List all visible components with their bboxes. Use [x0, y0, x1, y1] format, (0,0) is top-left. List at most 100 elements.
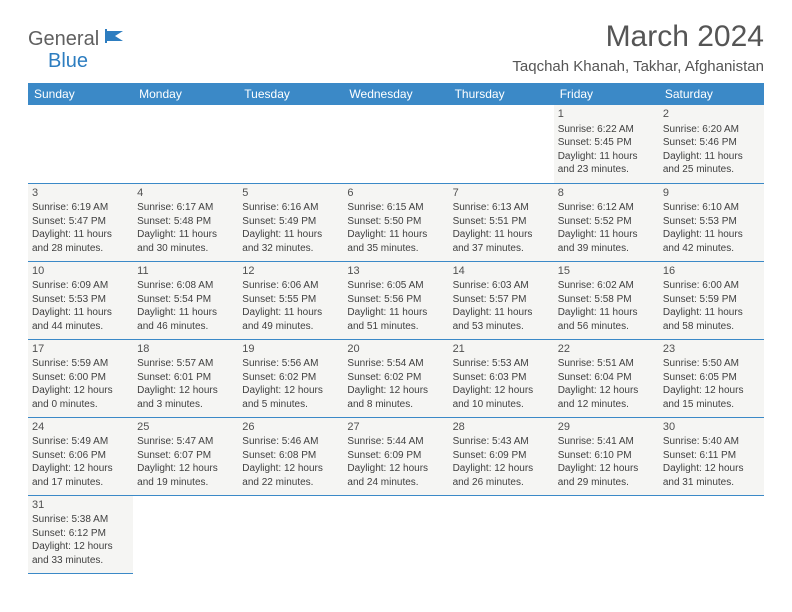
daylight-text: and 39 minutes. — [558, 242, 655, 256]
daylight-text: Daylight: 11 hours — [453, 306, 550, 320]
calendar-cell: 11Sunrise: 6:08 AMSunset: 5:54 PMDayligh… — [133, 261, 238, 339]
sunset-text: Sunset: 5:56 PM — [347, 293, 444, 307]
daylight-text: Daylight: 11 hours — [137, 306, 234, 320]
daylight-text: and 10 minutes. — [453, 398, 550, 412]
calendar-row: 1Sunrise: 6:22 AMSunset: 5:45 PMDaylight… — [28, 105, 764, 183]
location-text: Taqchah Khanah, Takhar, Afghanistan — [512, 58, 764, 75]
calendar-cell: 2Sunrise: 6:20 AMSunset: 5:46 PMDaylight… — [659, 105, 764, 183]
day-number: 20 — [347, 342, 444, 357]
calendar-row: 17Sunrise: 5:59 AMSunset: 6:00 PMDayligh… — [28, 339, 764, 417]
day-number: 24 — [32, 420, 129, 435]
sunrise-text: Sunrise: 5:59 AM — [32, 357, 129, 371]
day-number: 9 — [663, 186, 760, 201]
sunset-text: Sunset: 5:55 PM — [242, 293, 339, 307]
day-number: 25 — [137, 420, 234, 435]
sunrise-text: Sunrise: 5:53 AM — [453, 357, 550, 371]
sunrise-text: Sunrise: 6:06 AM — [242, 279, 339, 293]
daylight-text: Daylight: 12 hours — [663, 384, 760, 398]
daylight-text: and 35 minutes. — [347, 242, 444, 256]
sunset-text: Sunset: 6:06 PM — [32, 449, 129, 463]
calendar-row: 3Sunrise: 6:19 AMSunset: 5:47 PMDaylight… — [28, 183, 764, 261]
sunrise-text: Sunrise: 6:13 AM — [453, 201, 550, 215]
weekday-header: Saturday — [659, 83, 764, 105]
sunrise-text: Sunrise: 6:22 AM — [558, 123, 655, 137]
weekday-header-row: Sunday Monday Tuesday Wednesday Thursday… — [28, 83, 764, 105]
daylight-text: and 3 minutes. — [137, 398, 234, 412]
daylight-text: Daylight: 11 hours — [558, 306, 655, 320]
sunset-text: Sunset: 5:49 PM — [242, 215, 339, 229]
calendar-cell: 14Sunrise: 6:03 AMSunset: 5:57 PMDayligh… — [449, 261, 554, 339]
daylight-text: and 49 minutes. — [242, 320, 339, 334]
calendar-cell: 6Sunrise: 6:15 AMSunset: 5:50 PMDaylight… — [343, 183, 448, 261]
day-number: 23 — [663, 342, 760, 357]
sunrise-text: Sunrise: 6:12 AM — [558, 201, 655, 215]
sunrise-text: Sunrise: 6:05 AM — [347, 279, 444, 293]
day-number: 6 — [347, 186, 444, 201]
sunrise-text: Sunrise: 5:50 AM — [663, 357, 760, 371]
calendar-cell: 1Sunrise: 6:22 AMSunset: 5:45 PMDaylight… — [554, 105, 659, 183]
calendar-cell: 22Sunrise: 5:51 AMSunset: 6:04 PMDayligh… — [554, 339, 659, 417]
sunset-text: Sunset: 6:04 PM — [558, 371, 655, 385]
calendar-cell: 19Sunrise: 5:56 AMSunset: 6:02 PMDayligh… — [238, 339, 343, 417]
calendar-cell — [133, 105, 238, 183]
calendar-cell: 20Sunrise: 5:54 AMSunset: 6:02 PMDayligh… — [343, 339, 448, 417]
weekday-header: Friday — [554, 83, 659, 105]
sunrise-text: Sunrise: 5:57 AM — [137, 357, 234, 371]
daylight-text: Daylight: 11 hours — [453, 228, 550, 242]
day-number: 8 — [558, 186, 655, 201]
sunrise-text: Sunrise: 6:16 AM — [242, 201, 339, 215]
day-number: 13 — [347, 264, 444, 279]
calendar-cell: 28Sunrise: 5:43 AMSunset: 6:09 PMDayligh… — [449, 417, 554, 495]
sunrise-text: Sunrise: 6:00 AM — [663, 279, 760, 293]
weekday-header: Sunday — [28, 83, 133, 105]
sunset-text: Sunset: 5:59 PM — [663, 293, 760, 307]
sunset-text: Sunset: 6:00 PM — [32, 371, 129, 385]
sunset-text: Sunset: 5:46 PM — [663, 136, 760, 150]
calendar-cell: 31Sunrise: 5:38 AMSunset: 6:12 PMDayligh… — [28, 495, 133, 573]
calendar-cell: 26Sunrise: 5:46 AMSunset: 6:08 PMDayligh… — [238, 417, 343, 495]
calendar-cell — [449, 105, 554, 183]
sunset-text: Sunset: 5:54 PM — [137, 293, 234, 307]
daylight-text: Daylight: 12 hours — [32, 384, 129, 398]
sunrise-text: Sunrise: 5:54 AM — [347, 357, 444, 371]
daylight-text: Daylight: 11 hours — [347, 228, 444, 242]
daylight-text: Daylight: 12 hours — [347, 462, 444, 476]
calendar-cell — [238, 105, 343, 183]
sunrise-text: Sunrise: 6:02 AM — [558, 279, 655, 293]
sunrise-text: Sunrise: 5:38 AM — [32, 513, 129, 527]
day-number: 18 — [137, 342, 234, 357]
sunset-text: Sunset: 5:50 PM — [347, 215, 444, 229]
day-number: 15 — [558, 264, 655, 279]
sunset-text: Sunset: 5:47 PM — [32, 215, 129, 229]
sunset-text: Sunset: 5:57 PM — [453, 293, 550, 307]
calendar-cell — [554, 495, 659, 573]
daylight-text: and 46 minutes. — [137, 320, 234, 334]
daylight-text: and 51 minutes. — [347, 320, 444, 334]
daylight-text: Daylight: 11 hours — [663, 150, 760, 164]
daylight-text: Daylight: 11 hours — [347, 306, 444, 320]
calendar-cell: 8Sunrise: 6:12 AMSunset: 5:52 PMDaylight… — [554, 183, 659, 261]
daylight-text: and 0 minutes. — [32, 398, 129, 412]
sunrise-text: Sunrise: 5:46 AM — [242, 435, 339, 449]
sunset-text: Sunset: 5:52 PM — [558, 215, 655, 229]
calendar-cell: 23Sunrise: 5:50 AMSunset: 6:05 PMDayligh… — [659, 339, 764, 417]
title-block: March 2024 Taqchah Khanah, Takhar, Afgha… — [512, 20, 764, 75]
sunset-text: Sunset: 6:10 PM — [558, 449, 655, 463]
daylight-text: and 31 minutes. — [663, 476, 760, 490]
sunset-text: Sunset: 6:09 PM — [453, 449, 550, 463]
daylight-text: Daylight: 12 hours — [453, 462, 550, 476]
day-number: 28 — [453, 420, 550, 435]
sunset-text: Sunset: 6:08 PM — [242, 449, 339, 463]
sunset-text: Sunset: 5:48 PM — [137, 215, 234, 229]
day-number: 16 — [663, 264, 760, 279]
calendar-cell — [449, 495, 554, 573]
day-number: 21 — [453, 342, 550, 357]
day-number: 4 — [137, 186, 234, 201]
calendar-cell: 30Sunrise: 5:40 AMSunset: 6:11 PMDayligh… — [659, 417, 764, 495]
calendar-row: 24Sunrise: 5:49 AMSunset: 6:06 PMDayligh… — [28, 417, 764, 495]
daylight-text: and 25 minutes. — [663, 163, 760, 177]
daylight-text: and 5 minutes. — [242, 398, 339, 412]
calendar-cell: 15Sunrise: 6:02 AMSunset: 5:58 PMDayligh… — [554, 261, 659, 339]
calendar-cell: 13Sunrise: 6:05 AMSunset: 5:56 PMDayligh… — [343, 261, 448, 339]
daylight-text: Daylight: 12 hours — [453, 384, 550, 398]
